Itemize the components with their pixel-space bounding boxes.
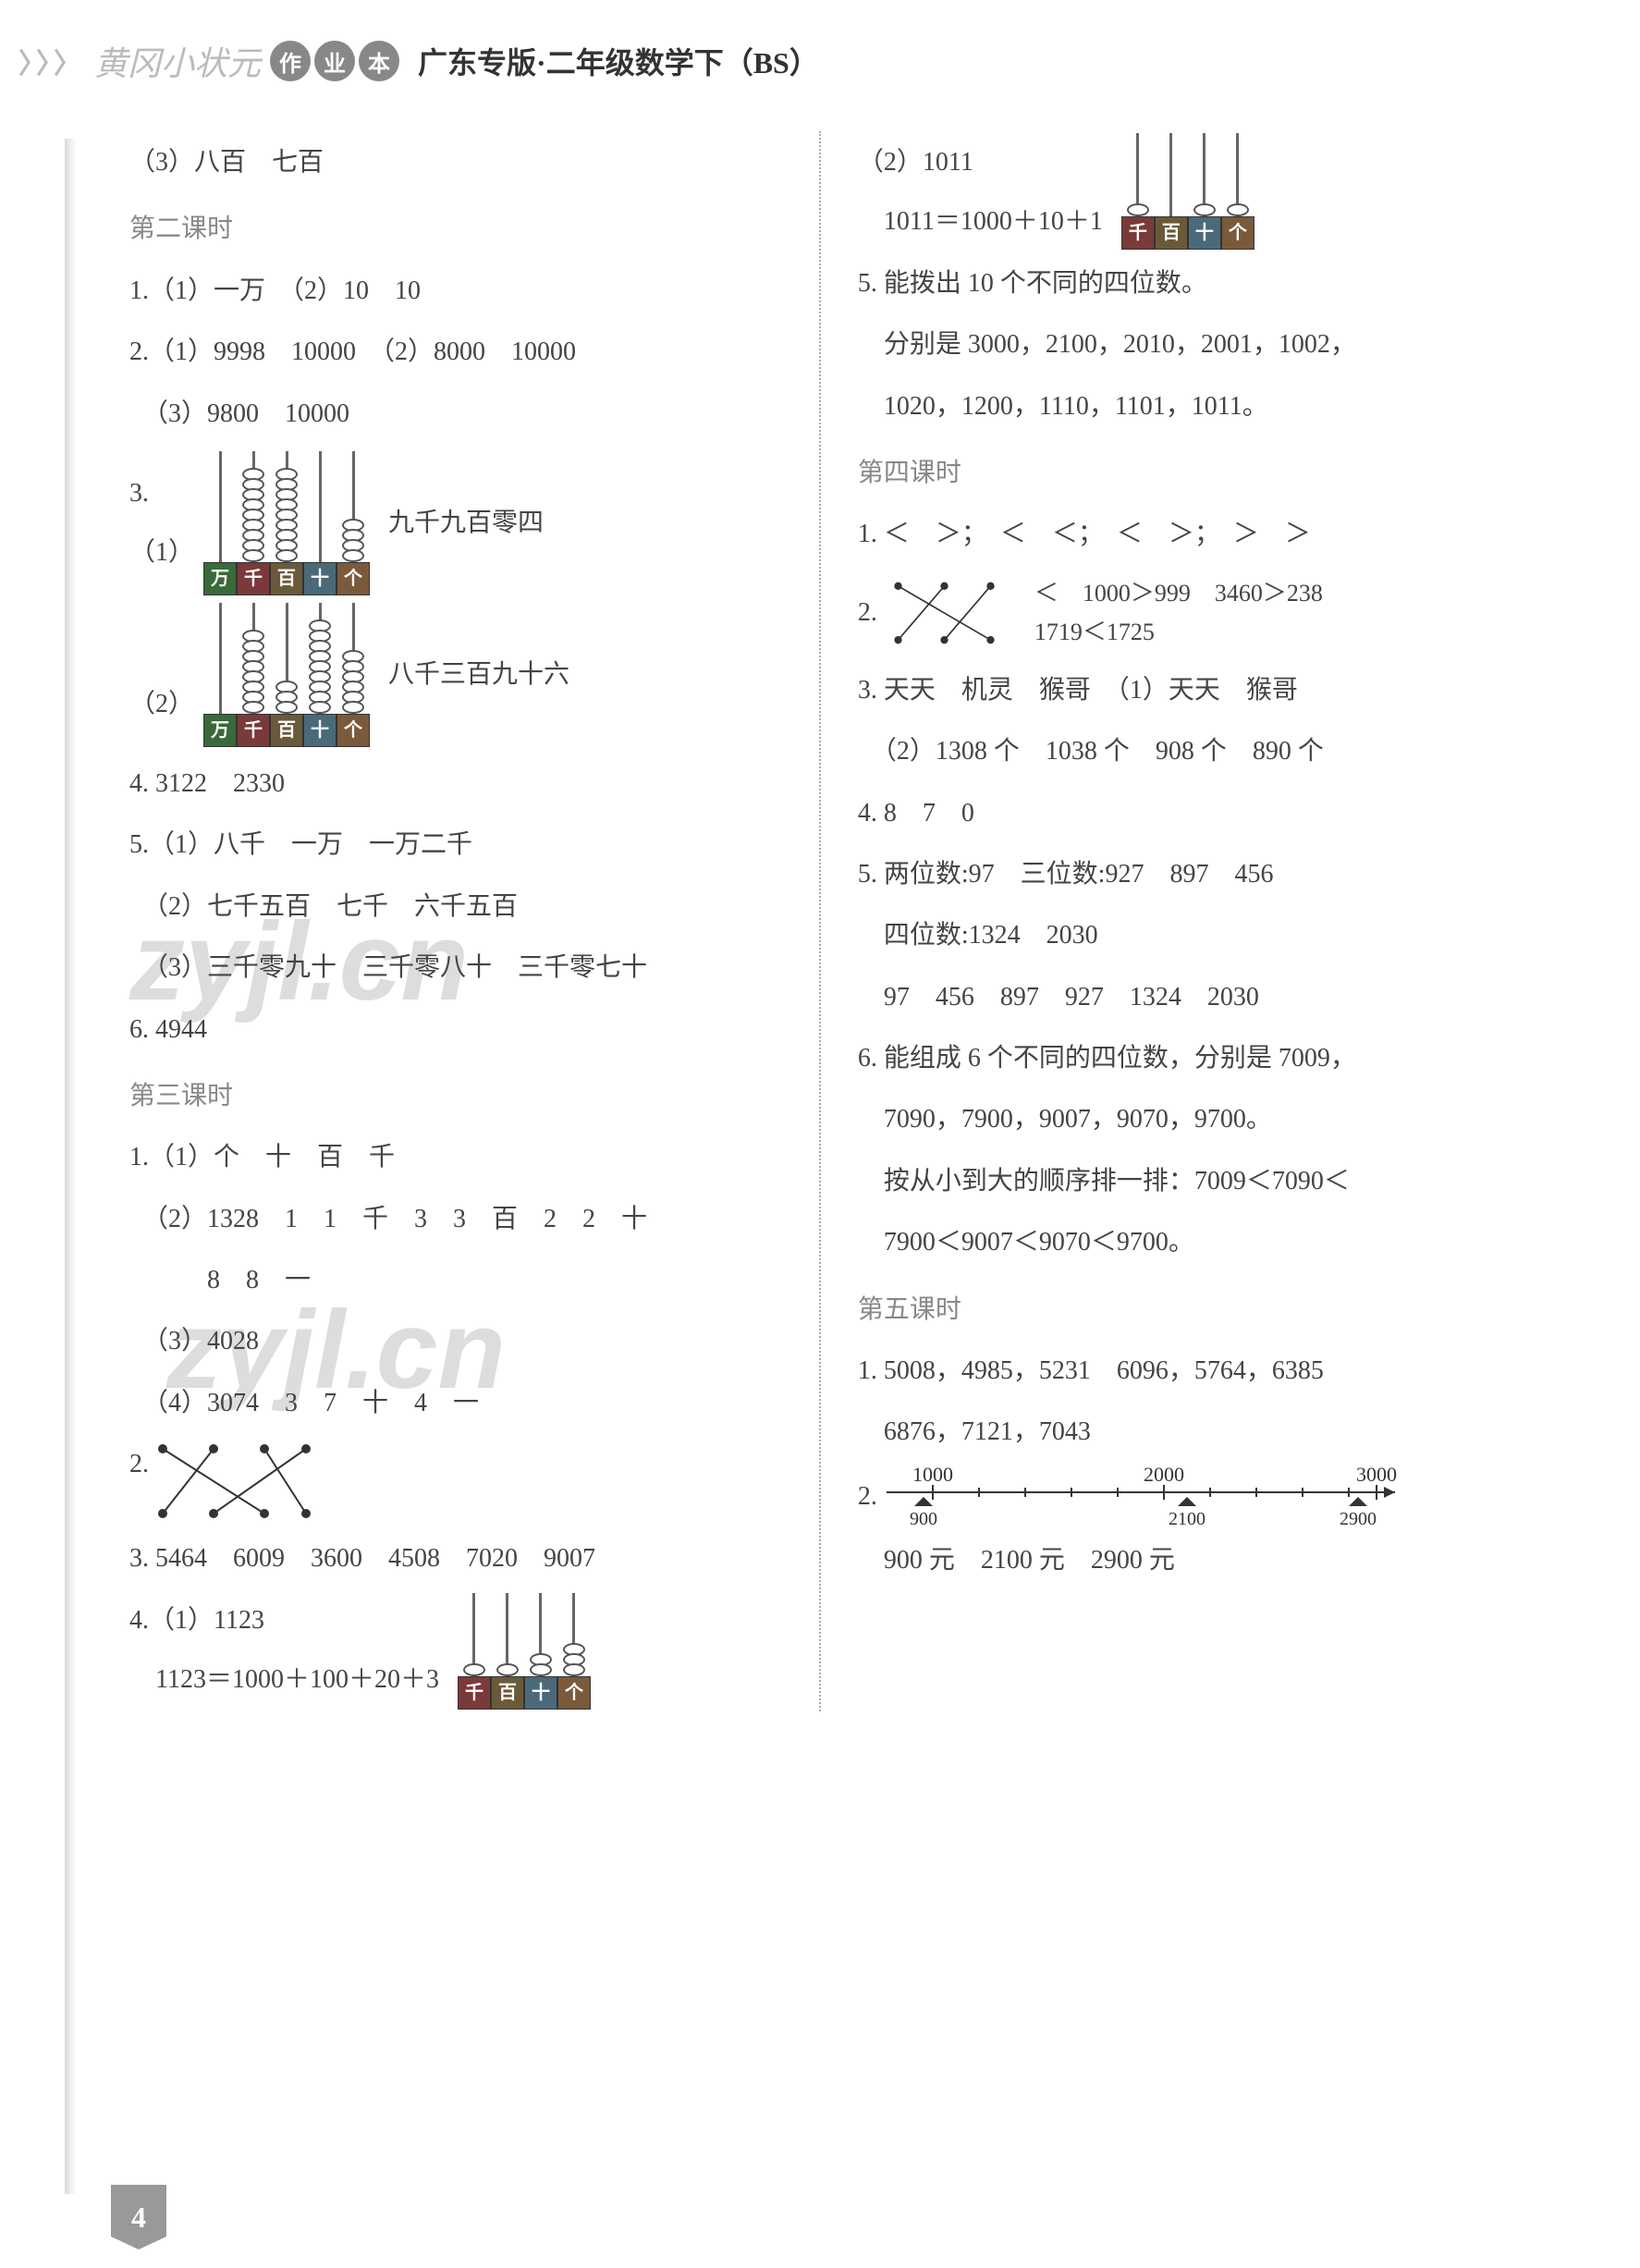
header-arrows: 〉〉〉 [18,41,85,81]
text-line: 7090，7900，9007，9070，9700。 [858,1090,1566,1149]
text-line: 7900＜9007＜9070＜9700。 [858,1213,1566,1272]
abacus-row-3: 4.（1）1123 1123＝1000＋100＋20＋3 千百十个 [129,1591,782,1710]
text-line: 2.（1）9998 10000 （2）8000 10000 [129,323,782,382]
right-column: （2）1011 1011＝1000＋10＋1 千百十个 5. 能拨出 10 个不… [819,131,1566,1711]
text-line: ＜ 1000＞999 3460＞238 [1034,574,1323,613]
svg-text:2000: 2000 [1144,1465,1184,1486]
text-line: 1.（1）个 十 百 千 [129,1128,782,1187]
text-line: （3）八百 七百 [129,133,782,192]
text-line: （3）4028 [129,1312,782,1371]
abacus-row-4: （2）1011 1011＝1000＋10＋1 千百十个 [858,133,1566,252]
text-line: 5. 两位数:97 三位数:927 897 456 [858,845,1566,904]
text-line: （3）9800 10000 [129,385,782,444]
header: 〉〉〉 黄冈小状元 作 业 本 广东专版·二年级数学下（BS） [0,0,1640,113]
text-line: （3）三千零九十 三千零八十 三千零七十 [129,938,782,998]
section-heading: 第三课时 [129,1067,782,1126]
text-line: 1. 5008，4985，5231 6096，5764，6385 [858,1342,1566,1401]
abacus-prefix: （2） [129,616,185,735]
text-line: 1.（1）一万 （2）10 10 [129,262,782,321]
text-line: 8 8 一 [129,1251,782,1310]
page: 〉〉〉 黄冈小状元 作 业 本 广东专版·二年级数学下（BS） zyjl.cn … [0,0,1640,2268]
text-line: 1020，1200，1110，1101，1011。 [858,377,1566,436]
text-line: （4）3074 3 7 十 4 一 [129,1374,782,1433]
abacus-text: 八千三百九十六 [388,645,569,705]
text-line: 按从小到大的顺序排一排：7009＜7090＜ [858,1152,1566,1211]
text-line: 1719＜1725 [1034,613,1323,652]
text-line: 1. ＜ ＞； ＜ ＜； ＜ ＞； ＞ ＞ [858,505,1566,564]
section-heading: 第四课时 [858,444,1566,503]
text-line: 4.（1）1123 [129,1591,439,1650]
text-line: 97 456 897 927 1324 2030 [858,968,1566,1027]
text-line: 5.（1）八千 一万 一万二千 [129,815,782,875]
badges-group: 作 业 本 [270,41,399,81]
logo-text: 黄冈小状元 [94,37,261,85]
text-line: 四位数:1324 2030 [858,906,1566,965]
text-line: 1123＝1000＋100＋20＋3 [129,1650,439,1710]
text-line: （2）七千五百 七千 六千五百 [129,877,782,937]
text-line: （2）1308 个 1038 个 908 个 890 个 [858,722,1566,781]
badge-2: 业 [314,41,355,81]
svg-text:2900: 2900 [1340,1509,1377,1529]
abacus-1: 万千百十个 [203,451,370,595]
badge-3: 本 [359,41,399,81]
cross-match-row: 2. [129,1435,782,1527]
page-number: 4 [111,2185,166,2250]
abacus-2: 万千百十个 [203,603,370,747]
text-line: （2）1328 1 1 千 3 3 百 2 2 十 [129,1190,782,1249]
text-line: （2）1011 [858,133,1103,192]
svg-text:2100: 2100 [1169,1509,1206,1529]
abacus-row-2: （2） 万千百十个 八千三百九十六 [129,603,782,747]
section-heading: 第五课时 [858,1281,1566,1340]
text-line: 6876，7121，7043 [858,1403,1566,1462]
abacus-3: 千百十个 [458,1593,591,1710]
content: zyjl.cn zyjl.cn （3）八百 七百 第二课时 1.（1）一万 （2… [0,113,1640,1748]
abacus-text: 九千九百零四 [388,494,544,553]
q-number: 2. [129,1435,149,1494]
text-line: 分别是 3000，2100，2010，2001，1002， [858,315,1566,374]
text-line: 4. 3122 2330 [129,754,782,814]
svg-text:3000: 3000 [1356,1465,1397,1486]
text-line: 900 元 2100 元 2900 元 [858,1531,1566,1590]
cross-match-icon [149,1435,315,1527]
svg-text:900: 900 [910,1509,937,1529]
q-number: 2. [858,583,877,643]
numberline-row: 2. 1000 2000 3000 [858,1465,1566,1529]
svg-text:1000: 1000 [912,1465,953,1486]
text-line: 5. 能拨出 10 个不同的四位数。 [858,254,1566,313]
left-column: （3）八百 七百 第二课时 1.（1）一万 （2）10 10 2.（1）9998… [129,131,819,1711]
cross-match-icon [887,567,1025,659]
text-line: 6. 能组成 6 个不同的四位数，分别是 7009， [858,1029,1566,1088]
numberline-icon: 1000 2000 3000 900 2100 2900 [877,1465,1414,1529]
badge-1: 作 [270,41,311,81]
section-heading: 第二课时 [129,200,782,259]
text-line: 1011＝1000＋10＋1 [858,192,1103,251]
text-line: 3. 天天 机灵 猴哥 （1）天天 猴哥 [858,661,1566,720]
text-line: 6. 4944 [129,1000,782,1060]
abacus-prefix: 3.（1） [129,464,185,583]
text-line: 4. 8 7 0 [858,784,1566,843]
q-number: 2. [858,1467,877,1526]
header-title: 广东专版·二年级数学下（BS） [418,40,819,82]
cross-match-row: 2. ＜ 1000＞999 3460＞238 1719＜1725 [858,567,1566,659]
text-line: 3. 5464 6009 3600 4508 7020 9007 [129,1529,782,1588]
abacus-row-1: 3.（1） 万千百十个 九千九百零四 [129,451,782,595]
abacus-4: 千百十个 [1121,133,1254,250]
